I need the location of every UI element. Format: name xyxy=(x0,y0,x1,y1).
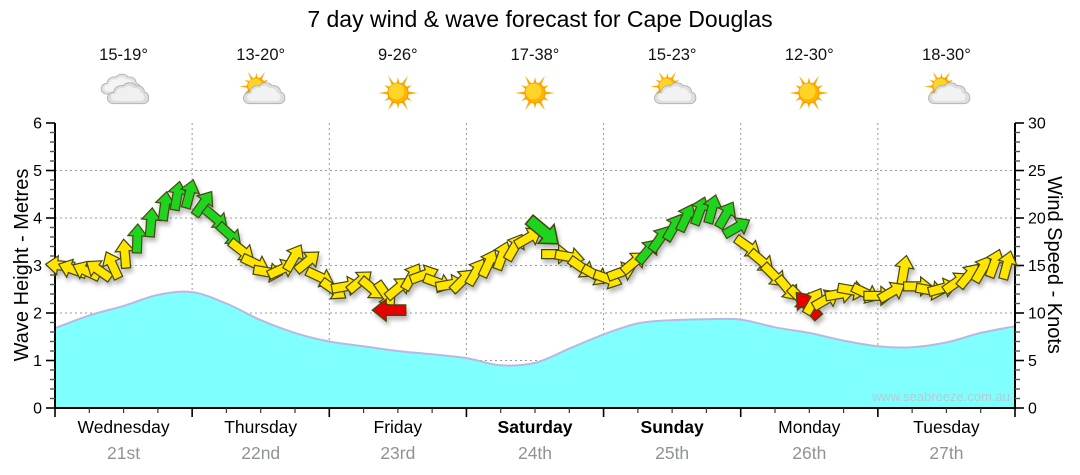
wave-height-curve xyxy=(54,290,1016,367)
wind-arrow-green xyxy=(140,206,162,238)
day-name-label: Sunday xyxy=(640,417,704,437)
wind-arrow-red xyxy=(371,297,407,323)
day-date-label: 21st xyxy=(107,443,141,463)
weather-icon-box xyxy=(99,69,149,117)
wind-arrow-yellow xyxy=(101,251,124,281)
wind-arrow-green xyxy=(190,190,214,219)
temp-range: 12-30° xyxy=(784,46,834,64)
wind-arrow-yellow xyxy=(281,244,305,274)
day-name-label: Monday xyxy=(778,417,841,437)
day-name-label: Wednesday xyxy=(77,417,170,437)
wind-arrow-green xyxy=(702,193,723,225)
temp-range: 13-20° xyxy=(236,46,286,64)
weather-icon-box xyxy=(510,69,560,117)
right-axis-tick-label: 30 xyxy=(1028,116,1046,133)
day-header-thursday: 13-20° xyxy=(192,46,330,117)
wind-arrow-green xyxy=(721,216,751,240)
day-header-monday: 12-30° xyxy=(740,46,878,117)
cloudy-icon xyxy=(100,73,149,105)
weather-icon-box xyxy=(921,69,971,117)
right-axis-tick-label: 20 xyxy=(1028,211,1046,228)
right-axis-title: Wind Speed - Knots xyxy=(1043,176,1065,354)
left-axis-tick-label: 5 xyxy=(33,163,42,180)
page-title: 7 day wind & wave forecast for Cape Doug… xyxy=(307,6,773,32)
weather-icon-box xyxy=(236,69,286,117)
day-date-label: 27th xyxy=(929,443,964,463)
wind-arrow-green xyxy=(524,214,560,245)
left-axis-tick-label: 3 xyxy=(33,258,42,275)
wind-arrow-yellow xyxy=(113,238,136,270)
day-date-label: 26th xyxy=(792,443,827,463)
day-name-label: Thursday xyxy=(224,417,298,437)
left-axis-tick-label: 1 xyxy=(33,353,42,370)
day-header-friday: 9-26° xyxy=(329,46,467,117)
day-name-label: Saturday xyxy=(497,417,573,437)
left-axis-tick-label: 4 xyxy=(33,211,42,228)
wind-arrow-yellow xyxy=(292,251,320,275)
wind-arrow-yellow xyxy=(893,254,915,286)
temp-range: 15-19° xyxy=(99,46,148,64)
left-axis-title: Wave Height - Metres xyxy=(11,168,33,362)
wind-arrow-green xyxy=(154,190,176,222)
day-header-wednesday: 15-19° xyxy=(55,46,193,117)
weather-icon-box xyxy=(647,69,697,117)
sun-cloud-icon xyxy=(924,71,971,105)
day-header-saturday: 17-38° xyxy=(466,46,604,117)
sunny-icon xyxy=(378,75,418,111)
wind-arrow-green xyxy=(126,222,149,254)
temp-range: 17-38° xyxy=(510,46,560,64)
sun-cloud-icon xyxy=(650,71,697,105)
right-axis-tick-label: 25 xyxy=(1028,163,1046,180)
wave-height-area xyxy=(55,291,1015,408)
wind-arrow-green xyxy=(179,178,201,210)
sunny-icon xyxy=(515,75,555,111)
day-name-label: Tuesday xyxy=(913,417,980,437)
wind-arrow-chain xyxy=(44,178,1018,323)
day-header-sunday: 15-23° xyxy=(603,46,741,117)
temp-range: 9-26° xyxy=(378,46,418,64)
left-axis-tick-label: 0 xyxy=(33,401,42,418)
right-axis-tick-label: 15 xyxy=(1028,258,1046,275)
axes: 0 1 2 3 4 5 6 0 5 10 15 20 25 30 xyxy=(33,116,1046,418)
right-axis-tick-label: 0 xyxy=(1028,401,1037,418)
day-date-label: 25th xyxy=(655,443,690,463)
left-axis-tick-label: 2 xyxy=(33,306,42,323)
day-date-label: 22nd xyxy=(241,443,281,463)
sunny-icon xyxy=(789,75,830,111)
weather-icon-box xyxy=(784,69,834,117)
day-date-label: 24th xyxy=(517,443,553,463)
wind-arrow-yellow xyxy=(997,250,1018,281)
temp-range: 18-30° xyxy=(922,46,971,64)
sun-cloud-icon xyxy=(238,71,286,105)
day-header-tuesday: 18-30° xyxy=(877,46,1015,117)
right-axis-tick-label: 10 xyxy=(1028,306,1046,323)
watermark: www.seabreeze.com.au xyxy=(871,389,1010,404)
left-axis-tick-label: 6 xyxy=(33,116,42,133)
wind-arrow-yellow xyxy=(512,227,542,250)
right-axis-tick-label: 5 xyxy=(1028,353,1037,370)
weather-icon-box xyxy=(373,69,423,117)
temp-range: 15-23° xyxy=(647,46,697,64)
wind-arrow-green xyxy=(713,201,737,231)
wind-arrow-yellow xyxy=(876,281,906,304)
day-date-label: 23rd xyxy=(380,443,416,463)
day-name-label: Friday xyxy=(373,417,423,437)
